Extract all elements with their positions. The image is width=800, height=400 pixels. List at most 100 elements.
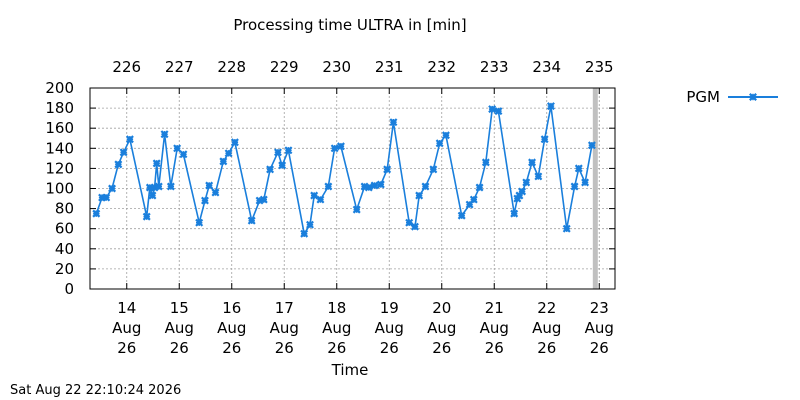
x-tick-label-7: 21 Aug 26 <box>480 299 509 357</box>
y-tick-label-8: 160 <box>45 119 74 137</box>
data-point-45 <box>405 218 414 227</box>
data-point-63 <box>522 178 531 187</box>
y-tick-label-6: 120 <box>45 159 74 177</box>
data-point-13 <box>160 130 169 139</box>
data-point-17 <box>195 218 204 227</box>
data-point-65 <box>534 172 543 181</box>
legend-marker-glyph <box>749 93 757 101</box>
data-point-5 <box>119 148 128 157</box>
data-point-20 <box>211 188 220 197</box>
data-point-47 <box>415 191 424 200</box>
data-point-33 <box>310 191 319 200</box>
current-time-bar <box>592 88 598 289</box>
top-tick-label-1: 227 <box>165 58 194 76</box>
current-time-marker <box>592 88 598 289</box>
y-tick-label-2: 40 <box>55 240 74 258</box>
data-point-54 <box>469 195 478 204</box>
data-point-16 <box>179 150 188 159</box>
top-tick-label-8: 234 <box>532 58 561 76</box>
x-tick-label-4: 18 Aug 26 <box>322 299 351 357</box>
legend: PGM <box>686 88 778 106</box>
y-tick-label-0: 0 <box>64 280 74 298</box>
top-tick-label-9: 235 <box>585 58 614 76</box>
data-point-12 <box>154 182 163 191</box>
top-tick-label-5: 231 <box>375 58 404 76</box>
data-point-38 <box>352 205 361 214</box>
x-axis: 14 Aug 26 15 Aug 26 16 Aug 26 17 Aug 26 18 Aug 26 19 Aug… <box>112 283 614 357</box>
data-point-42 <box>376 180 385 189</box>
data-point-56 <box>481 158 490 167</box>
data-point-49 <box>429 165 438 174</box>
data-point-62 <box>518 187 527 196</box>
top-tick-label-0: 226 <box>112 58 141 76</box>
data-point-55 <box>475 183 484 192</box>
top-tick-label-2: 228 <box>217 58 246 76</box>
x-tick-label-9: 23 Aug 26 <box>585 299 614 357</box>
data-point-44 <box>389 118 398 127</box>
data-point-58 <box>494 107 503 116</box>
data-point-15 <box>173 144 182 153</box>
grid <box>90 88 615 289</box>
data-point-27 <box>266 165 275 174</box>
data-point-43 <box>383 165 392 174</box>
chart-title: Processing time ULTRA in [min] <box>233 16 466 34</box>
data-point-48 <box>421 182 430 191</box>
top-tick-label-6: 232 <box>427 58 456 76</box>
x-tick-label-6: 20 Aug 26 <box>427 299 456 357</box>
data-point-57 <box>488 105 497 114</box>
data-point-32 <box>305 220 314 229</box>
y-tick-label-3: 60 <box>55 220 74 238</box>
data-point-31 <box>300 229 309 238</box>
data-point-22 <box>224 149 233 158</box>
data-point-41 <box>370 181 379 190</box>
data-point-19 <box>205 181 214 190</box>
data-point-4 <box>114 160 123 169</box>
top-axis: 226 227 228 229 230 231 232 233 234 235 <box>112 58 614 94</box>
data-point-52 <box>457 211 466 220</box>
data-point-37 <box>336 142 345 151</box>
x-tick-label-1: 15 Aug 26 <box>165 299 194 357</box>
data-point-36 <box>330 144 339 153</box>
x-tick-label-2: 16 Aug 26 <box>217 299 246 357</box>
series-line-0 <box>95 105 593 236</box>
data-point-0 <box>92 209 101 218</box>
data-point-51 <box>441 131 450 140</box>
data-point-46 <box>410 222 419 231</box>
x-tick-label-3: 17 Aug 26 <box>270 299 299 357</box>
data-point-24 <box>247 216 256 225</box>
data-point-35 <box>324 182 333 191</box>
y-tick-label-4: 80 <box>55 200 74 218</box>
data-point-9 <box>148 191 157 200</box>
data-point-28 <box>273 148 282 157</box>
data-point-21 <box>219 157 228 166</box>
data-point-69 <box>570 182 579 191</box>
y-tick-label-10: 200 <box>45 79 74 97</box>
data-point-2 <box>102 193 111 202</box>
data-point-11 <box>152 159 161 168</box>
data-point-70 <box>574 164 583 173</box>
legend-label-pgm: PGM <box>686 88 720 106</box>
data-point-59 <box>510 209 519 218</box>
data-point-50 <box>435 139 444 148</box>
legend-marker-pgm <box>749 93 757 101</box>
data-point-3 <box>108 184 117 193</box>
series-pgm <box>92 102 596 238</box>
data-point-23 <box>230 138 239 147</box>
data-point-34 <box>316 195 325 204</box>
top-tick-label-7: 233 <box>480 58 509 76</box>
x-tick-label-0: 14 Aug 26 <box>112 299 141 357</box>
data-point-72 <box>587 141 596 150</box>
data-point-29 <box>278 161 287 170</box>
data-point-14 <box>166 182 175 191</box>
data-point-40 <box>364 183 373 192</box>
top-tick-label-4: 230 <box>322 58 351 76</box>
data-point-7 <box>142 212 151 221</box>
top-tick-label-3: 229 <box>270 58 299 76</box>
y-tick-label-7: 140 <box>45 139 74 157</box>
data-point-6 <box>125 135 134 144</box>
y-tick-label-9: 180 <box>45 99 74 117</box>
data-point-26 <box>259 195 268 204</box>
data-point-67 <box>546 102 555 111</box>
x-axis-label: Time <box>331 361 369 379</box>
